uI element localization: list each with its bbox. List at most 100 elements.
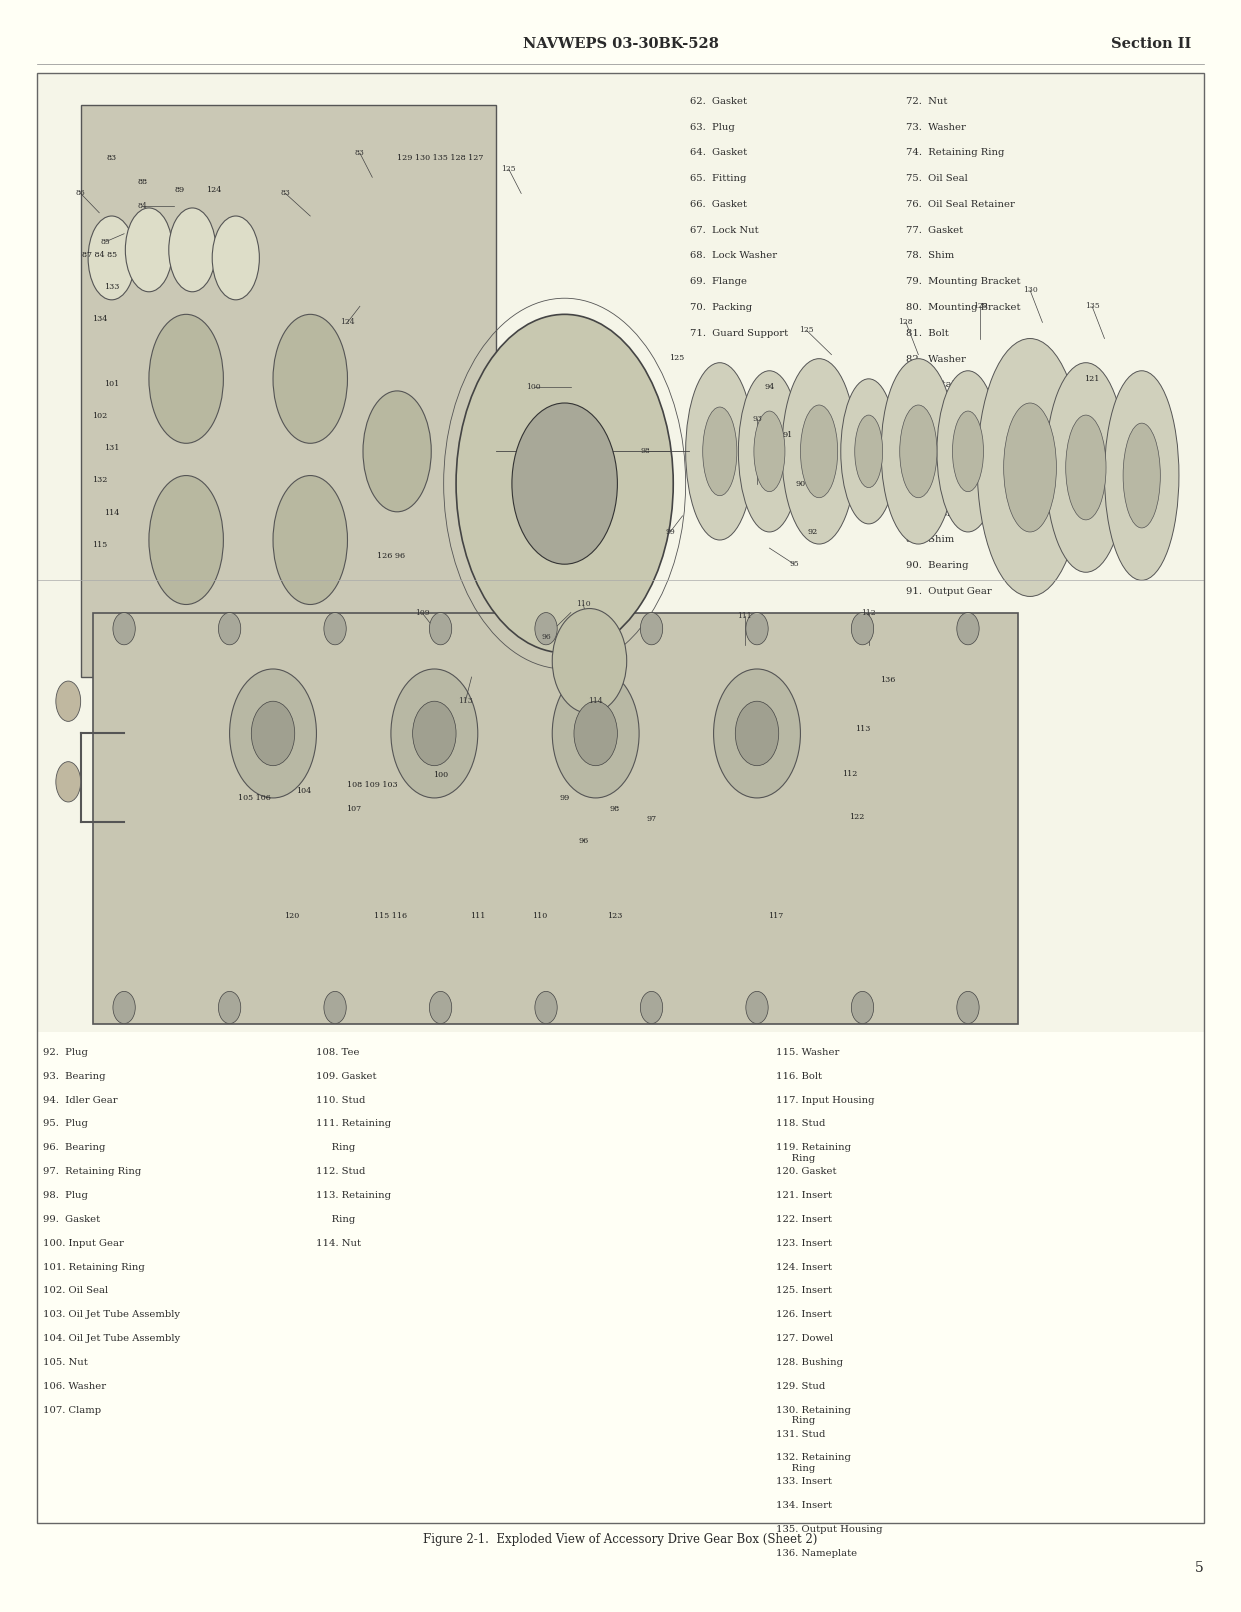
Text: NAVWEPS 03-30BK-528: NAVWEPS 03-30BK-528 — [522, 37, 719, 50]
Text: 74.  Retaining Ring: 74. Retaining Ring — [906, 148, 1004, 158]
Text: 84.  Bolt: 84. Bolt — [906, 406, 948, 416]
Ellipse shape — [324, 991, 346, 1024]
Text: 115. Washer: 115. Washer — [776, 1048, 839, 1057]
Text: 123. Insert: 123. Insert — [776, 1238, 831, 1248]
Text: 82.  Washer: 82. Washer — [906, 355, 965, 364]
Text: 84: 84 — [138, 203, 148, 210]
Text: 131. Stud: 131. Stud — [776, 1430, 825, 1438]
Ellipse shape — [640, 991, 663, 1024]
Text: 112. Stud: 112. Stud — [316, 1167, 366, 1177]
Text: 63.  Plug: 63. Plug — [690, 123, 735, 132]
Ellipse shape — [1066, 414, 1106, 521]
Text: 134: 134 — [92, 316, 107, 322]
Ellipse shape — [511, 403, 618, 564]
Text: 122: 122 — [849, 814, 864, 821]
Text: 110. Stud: 110. Stud — [316, 1096, 366, 1104]
Ellipse shape — [800, 405, 838, 498]
Text: 133. Insert: 133. Insert — [776, 1477, 831, 1486]
Text: 93.  Bearing: 93. Bearing — [43, 1072, 105, 1080]
Text: 83: 83 — [355, 150, 365, 156]
Text: 125: 125 — [799, 327, 814, 334]
Text: 125. Insert: 125. Insert — [776, 1286, 831, 1296]
Ellipse shape — [851, 991, 874, 1024]
Text: 134. Insert: 134. Insert — [776, 1501, 831, 1510]
Text: 71.  Guard Support: 71. Guard Support — [690, 329, 788, 339]
Text: 100: 100 — [526, 384, 541, 390]
Ellipse shape — [881, 359, 956, 545]
Text: 133: 133 — [104, 284, 119, 290]
Ellipse shape — [738, 371, 800, 532]
Ellipse shape — [840, 379, 896, 524]
Text: 115 116: 115 116 — [375, 912, 407, 919]
Text: 101: 101 — [104, 380, 119, 387]
Text: 93: 93 — [752, 416, 762, 422]
Text: 96: 96 — [578, 838, 588, 845]
Text: 88: 88 — [138, 179, 148, 185]
Ellipse shape — [251, 701, 294, 766]
Ellipse shape — [552, 669, 639, 798]
Text: 75.  Oil Seal: 75. Oil Seal — [906, 174, 968, 184]
Text: 135: 135 — [1085, 303, 1100, 310]
Ellipse shape — [56, 682, 81, 722]
Text: 76.  Oil Seal Retainer: 76. Oil Seal Retainer — [906, 200, 1015, 210]
Text: 131: 131 — [104, 445, 119, 451]
Text: 110: 110 — [532, 912, 547, 919]
Ellipse shape — [391, 669, 478, 798]
Ellipse shape — [1045, 363, 1127, 572]
Ellipse shape — [746, 991, 768, 1024]
Text: 90.  Bearing: 90. Bearing — [906, 561, 968, 571]
Text: 113: 113 — [855, 725, 870, 732]
Polygon shape — [93, 613, 1018, 1024]
Text: 64.  Gasket: 64. Gasket — [690, 148, 747, 158]
Ellipse shape — [429, 991, 452, 1024]
Text: 95.  Plug: 95. Plug — [43, 1119, 88, 1128]
Text: Section II: Section II — [1111, 37, 1191, 50]
Text: 124: 124 — [206, 187, 221, 193]
Text: 105 106: 105 106 — [238, 795, 271, 801]
Text: 94.  Idler Gear: 94. Idler Gear — [43, 1096, 118, 1104]
Ellipse shape — [851, 613, 874, 645]
Text: 111: 111 — [737, 613, 752, 619]
Ellipse shape — [957, 613, 979, 645]
Text: 81.  Bolt: 81. Bolt — [906, 329, 948, 339]
Text: 91.  Output Gear: 91. Output Gear — [906, 587, 992, 596]
Text: 88.  Gasket: 88. Gasket — [906, 509, 963, 519]
Text: 129: 129 — [973, 303, 988, 310]
Ellipse shape — [362, 392, 432, 513]
Text: 108 109 103: 108 109 103 — [347, 782, 397, 788]
Text: 114: 114 — [104, 509, 119, 516]
Text: 89.  Shim: 89. Shim — [906, 535, 954, 545]
Text: 113: 113 — [458, 698, 473, 704]
Text: 111: 111 — [470, 912, 485, 919]
Ellipse shape — [782, 359, 856, 545]
Text: 95: 95 — [789, 561, 799, 567]
Text: 104: 104 — [297, 788, 311, 795]
Text: 108. Tee: 108. Tee — [316, 1048, 360, 1057]
Text: 98: 98 — [640, 448, 650, 455]
Text: 116. Bolt: 116. Bolt — [776, 1072, 822, 1080]
Text: 73.  Washer: 73. Washer — [906, 123, 965, 132]
Text: 96: 96 — [541, 634, 551, 640]
Text: 99: 99 — [665, 529, 675, 535]
Text: 118. Stud: 118. Stud — [776, 1119, 825, 1128]
Ellipse shape — [714, 669, 800, 798]
Text: 102. Oil Seal: 102. Oil Seal — [43, 1286, 108, 1296]
Text: 70.  Packing: 70. Packing — [690, 303, 752, 313]
Text: 123: 123 — [607, 912, 622, 919]
Text: 91: 91 — [783, 432, 793, 438]
Text: 99: 99 — [560, 795, 570, 801]
Text: 80.  Mounting Bracket: 80. Mounting Bracket — [906, 303, 1020, 313]
Ellipse shape — [753, 411, 784, 492]
Text: 136: 136 — [880, 677, 895, 683]
Text: 129. Stud: 129. Stud — [776, 1381, 825, 1391]
Ellipse shape — [746, 613, 768, 645]
Text: 130. Retaining
     Ring: 130. Retaining Ring — [776, 1406, 850, 1425]
Text: 87 84 85: 87 84 85 — [82, 251, 117, 258]
Text: 120. Gasket: 120. Gasket — [776, 1167, 836, 1177]
Text: 85.  Washer: 85. Washer — [906, 432, 965, 442]
Text: 92.  Plug: 92. Plug — [43, 1048, 88, 1057]
Ellipse shape — [230, 669, 316, 798]
Text: 105. Nut: 105. Nut — [43, 1357, 88, 1367]
Text: 94: 94 — [764, 384, 774, 390]
Ellipse shape — [113, 613, 135, 645]
